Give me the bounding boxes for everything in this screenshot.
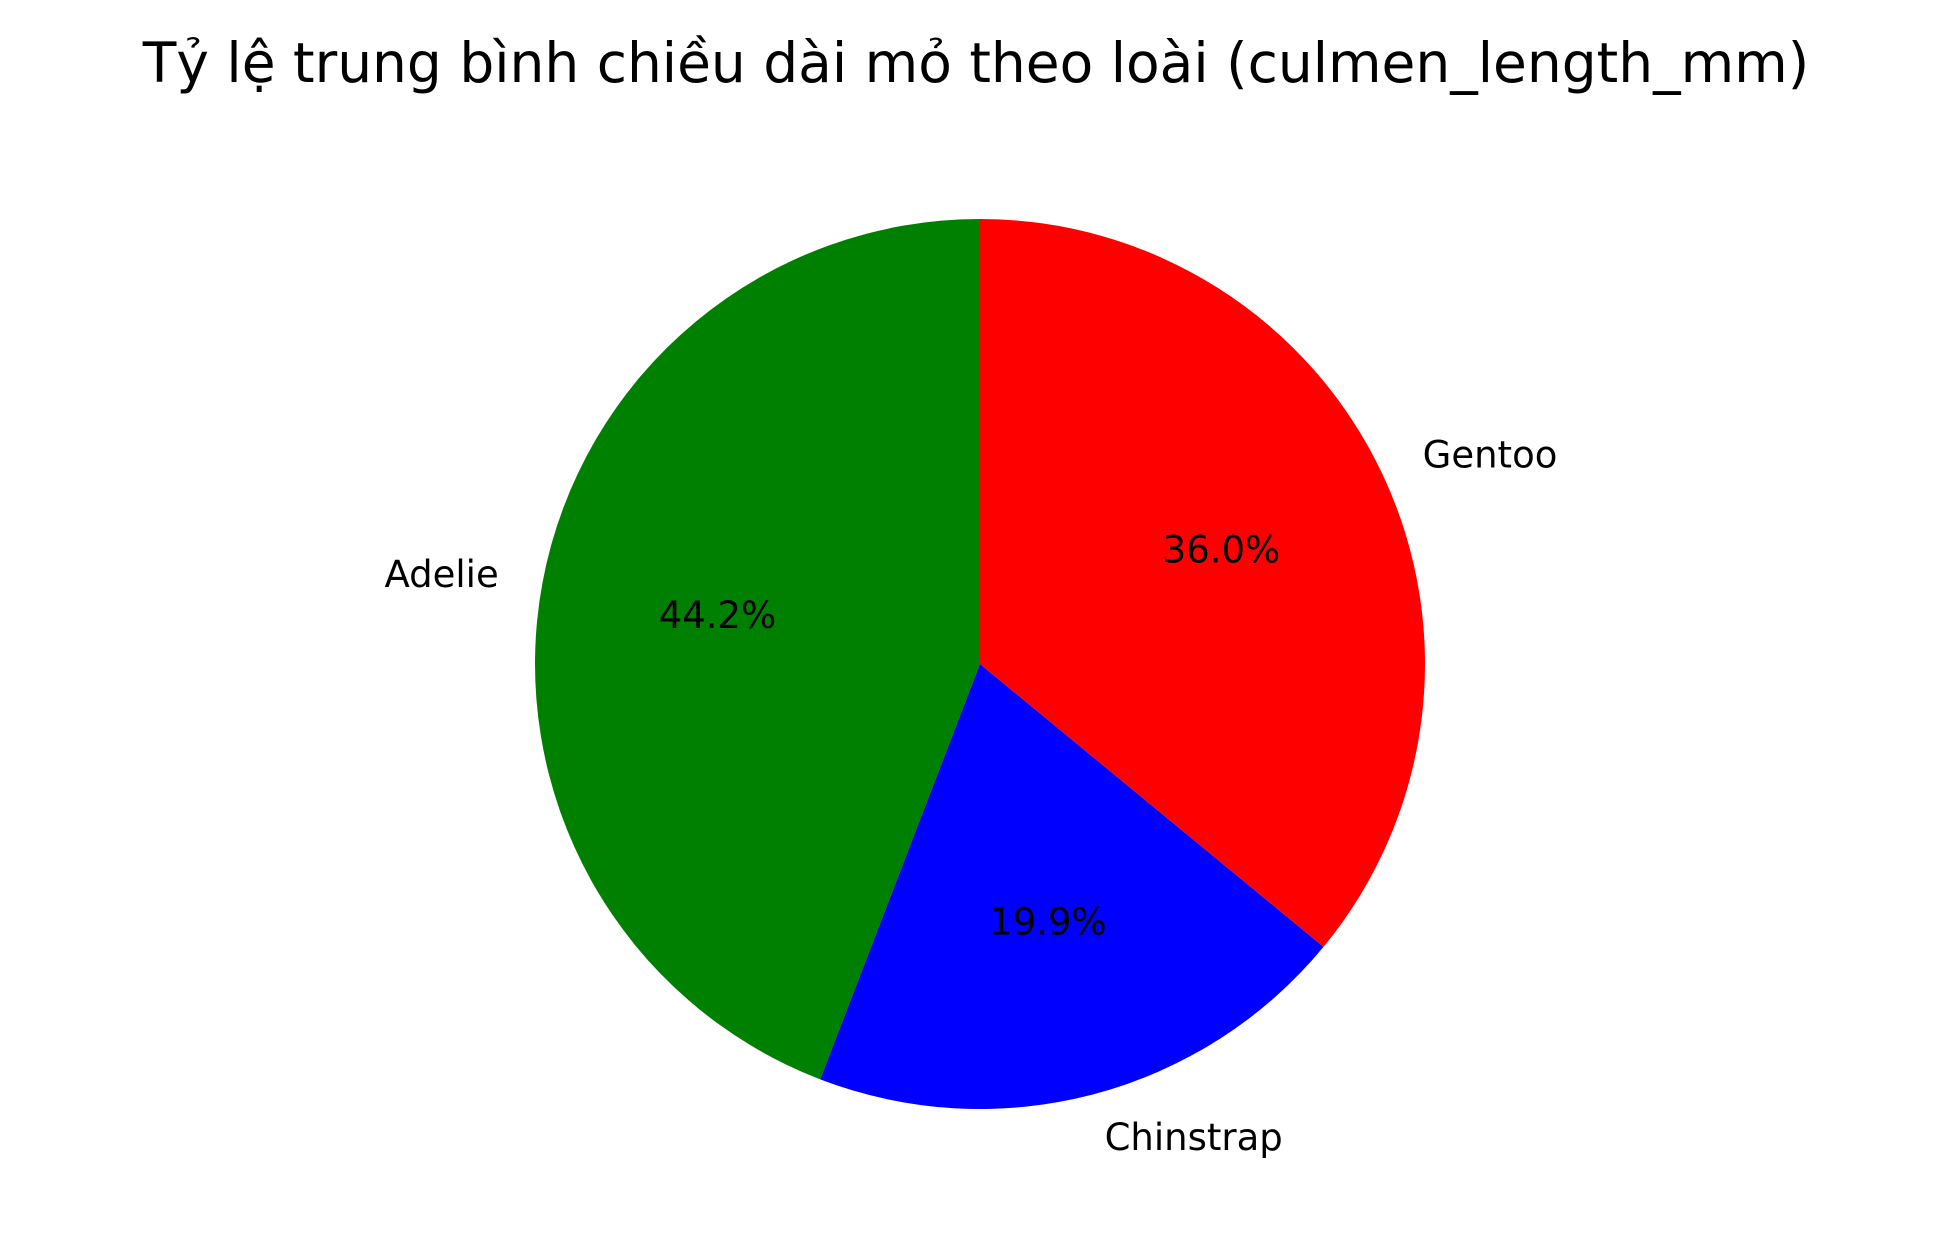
slice-label-adelie: Adelie xyxy=(384,553,498,596)
pie-labels: Adelie 44.2% Chinstrap 19.9% Gentoo 36.0% xyxy=(384,434,1557,1159)
slice-label-chinstrap: Chinstrap xyxy=(1105,1116,1283,1159)
pie-slice-chinstrap xyxy=(820,664,1324,1109)
pie-slices xyxy=(534,218,1425,1109)
slice-label-gentoo: Gentoo xyxy=(1423,434,1558,477)
percent-label-gentoo: 36.0% xyxy=(1163,529,1281,572)
percent-label-adelie: 44.2% xyxy=(659,594,777,637)
percent-label-chinstrap: 19.9% xyxy=(989,901,1107,944)
pie-slice-gentoo xyxy=(980,218,1425,947)
pie-slice-adelie xyxy=(534,219,980,1080)
chart-title: Tỷ lệ trung bình chiều dài mỏ theo loài … xyxy=(142,31,1809,95)
